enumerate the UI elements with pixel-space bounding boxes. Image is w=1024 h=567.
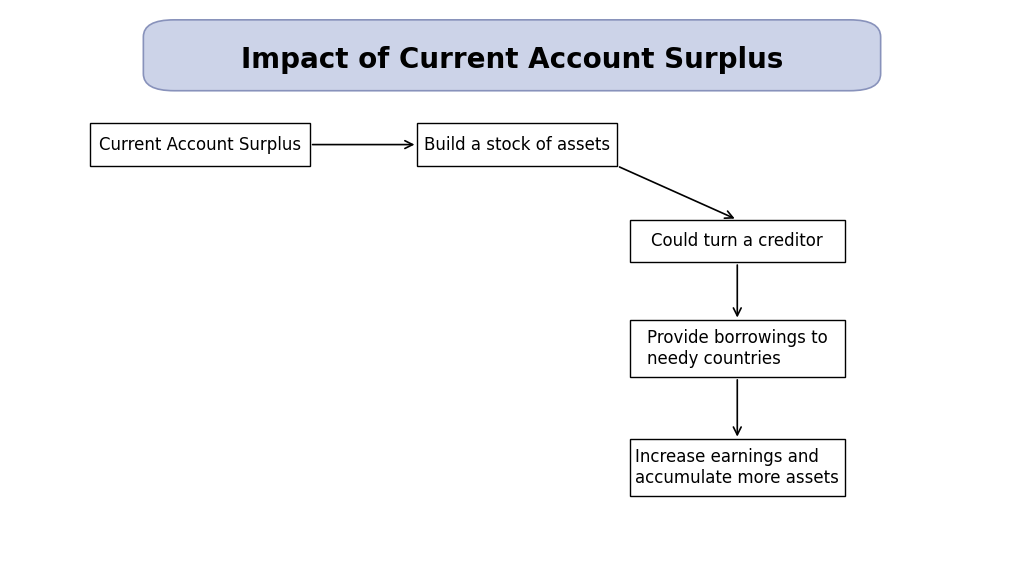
- Text: Current Account Surplus: Current Account Surplus: [98, 136, 301, 154]
- FancyBboxPatch shape: [630, 320, 845, 377]
- FancyBboxPatch shape: [418, 124, 616, 166]
- FancyBboxPatch shape: [630, 439, 845, 496]
- Text: Provide borrowings to
needy countries: Provide borrowings to needy countries: [647, 329, 827, 368]
- Text: Build a stock of assets: Build a stock of assets: [424, 136, 610, 154]
- Text: Increase earnings and
accumulate more assets: Increase earnings and accumulate more as…: [635, 448, 840, 487]
- Text: Could turn a creditor: Could turn a creditor: [651, 232, 823, 250]
- FancyBboxPatch shape: [630, 220, 845, 262]
- FancyBboxPatch shape: [143, 20, 881, 91]
- Text: Impact of Current Account Surplus: Impact of Current Account Surplus: [241, 45, 783, 74]
- FancyBboxPatch shape: [90, 124, 309, 166]
